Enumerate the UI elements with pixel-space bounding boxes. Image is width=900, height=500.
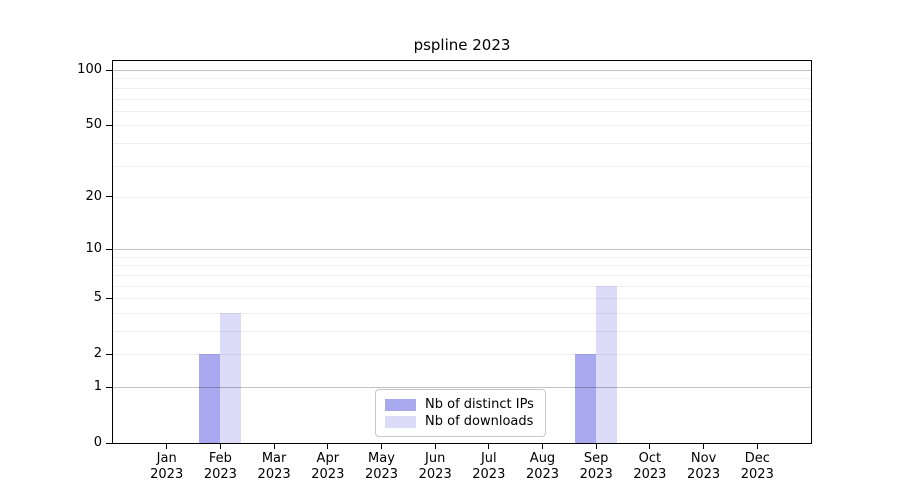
- y-tick: [106, 353, 112, 355]
- legend-item-distinct-ips: Nb of distinct IPs: [385, 396, 534, 413]
- y-tick-label: 20: [85, 188, 102, 204]
- y-tick-label: 2: [93, 346, 102, 362]
- gridline-major: [113, 70, 811, 71]
- x-tick-label-line: Feb: [208, 451, 232, 466]
- y-tick-label: 1: [93, 379, 102, 394]
- x-tick: [219, 443, 221, 449]
- y-tick: [106, 442, 112, 444]
- bar-distinct-ips: [575, 354, 597, 443]
- x-tick-label-line: Mar: [261, 451, 287, 466]
- y-tick: [106, 69, 112, 71]
- bar-downloads: [596, 285, 618, 443]
- gridline-minor: [113, 165, 811, 167]
- x-tick: [327, 443, 329, 449]
- x-tick-label-line: 2023: [472, 467, 506, 482]
- x-tick-label-line: 2023: [150, 467, 184, 482]
- x-tick-label-line: May: [368, 451, 395, 466]
- x-tick: [703, 443, 705, 449]
- gridline-major: [113, 249, 811, 251]
- x-tick-label-line: Jun: [425, 451, 446, 466]
- gridline-minor: [113, 354, 811, 356]
- x-tick-label: Mar 2023: [246, 451, 302, 483]
- x-tick-label-line: 2023: [740, 467, 774, 482]
- x-tick-label-line: 2023: [687, 467, 721, 482]
- y-tick: [106, 196, 112, 198]
- x-tick-label-line: 2023: [525, 467, 560, 482]
- x-tick-label-line: 2023: [364, 467, 399, 482]
- y-tick: [106, 248, 112, 250]
- legend-swatch-distinct-ips: [385, 398, 416, 411]
- legend-label-distinct-ips: Nb of distinct IPs: [425, 396, 534, 412]
- chart-title: pspline 2023: [413, 36, 511, 54]
- gridline-minor: [113, 312, 811, 314]
- x-tick-label-line: Aug: [529, 451, 556, 466]
- x-tick-label-line: Apr: [316, 451, 340, 466]
- gridline-minor: [113, 274, 811, 276]
- y-tick-label: 10: [85, 241, 102, 257]
- x-tick-label-line: 2023: [311, 467, 345, 482]
- x-tick-label-line: Jan: [156, 451, 177, 466]
- x-tick-label-line: Oct: [638, 451, 662, 466]
- x-tick-label-line: 2023: [203, 467, 237, 482]
- x-tick: [488, 443, 490, 449]
- gridline-minor: [113, 265, 811, 267]
- x-tick-label-line: 2023: [257, 467, 291, 482]
- x-tick-label-line: 2023: [633, 467, 667, 482]
- y-tick: [106, 386, 112, 388]
- x-tick-label: Aug 2023: [515, 451, 571, 483]
- plot-area: Nb of distinct IPs Nb of downloads: [112, 60, 812, 444]
- x-tick: [756, 443, 758, 449]
- gridline-minor: [113, 87, 811, 89]
- bar-downloads: [220, 312, 242, 443]
- x-tick: [542, 443, 543, 449]
- gridline-minor: [113, 285, 811, 287]
- x-tick-label: Sep 2023: [568, 451, 624, 483]
- x-tick-label-line: 2023: [418, 467, 452, 482]
- x-tick-label-line: Sep: [583, 451, 609, 466]
- x-tick-label: Apr 2023: [300, 451, 356, 483]
- y-tick-label: 5: [93, 290, 102, 306]
- y-tick: [106, 297, 112, 299]
- x-tick-label-line: Jul: [480, 451, 497, 466]
- legend-label-downloads: Nb of downloads: [425, 413, 534, 429]
- gridline-minor: [113, 78, 811, 80]
- gridline-minor: [113, 196, 811, 198]
- y-tick-label: 100: [77, 62, 102, 77]
- y-tick: [106, 124, 112, 126]
- gridline-minor: [113, 125, 811, 127]
- x-tick-label-line: Nov: [690, 451, 717, 466]
- x-tick: [649, 443, 651, 449]
- x-tick-label: Jul 2023: [461, 451, 517, 483]
- x-tick-label: Feb 2023: [192, 451, 248, 483]
- bar-distinct-ips: [199, 354, 221, 443]
- x-tick-label: Jan 2023: [139, 451, 195, 483]
- gridline-minor: [113, 142, 811, 144]
- gridline-minor: [113, 98, 811, 100]
- gridline-major: [113, 387, 811, 388]
- x-tick-label-line: Dec: [744, 451, 770, 466]
- legend-item-downloads: Nb of downloads: [385, 413, 534, 430]
- x-tick-label: Dec 2023: [729, 451, 785, 483]
- x-tick: [595, 443, 597, 449]
- y-tick-label: 50: [85, 117, 102, 133]
- x-tick: [273, 443, 275, 449]
- gridline-minor: [113, 110, 811, 112]
- x-tick: [381, 443, 382, 449]
- gridline-minor: [113, 256, 811, 258]
- x-tick-label: Oct 2023: [622, 451, 678, 483]
- x-tick-label: May 2023: [354, 451, 410, 483]
- x-tick-label-line: 2023: [579, 467, 613, 482]
- x-tick: [434, 443, 436, 449]
- x-tick-label: Nov 2023: [676, 451, 732, 483]
- legend-swatch-downloads: [385, 415, 416, 428]
- gridline-minor: [113, 298, 811, 300]
- gridline-minor: [113, 331, 811, 332]
- legend: Nb of distinct IPs Nb of downloads: [375, 389, 546, 437]
- y-tick-label: 0: [93, 435, 102, 450]
- x-tick: [166, 443, 168, 449]
- x-tick-label: Jun 2023: [407, 451, 463, 483]
